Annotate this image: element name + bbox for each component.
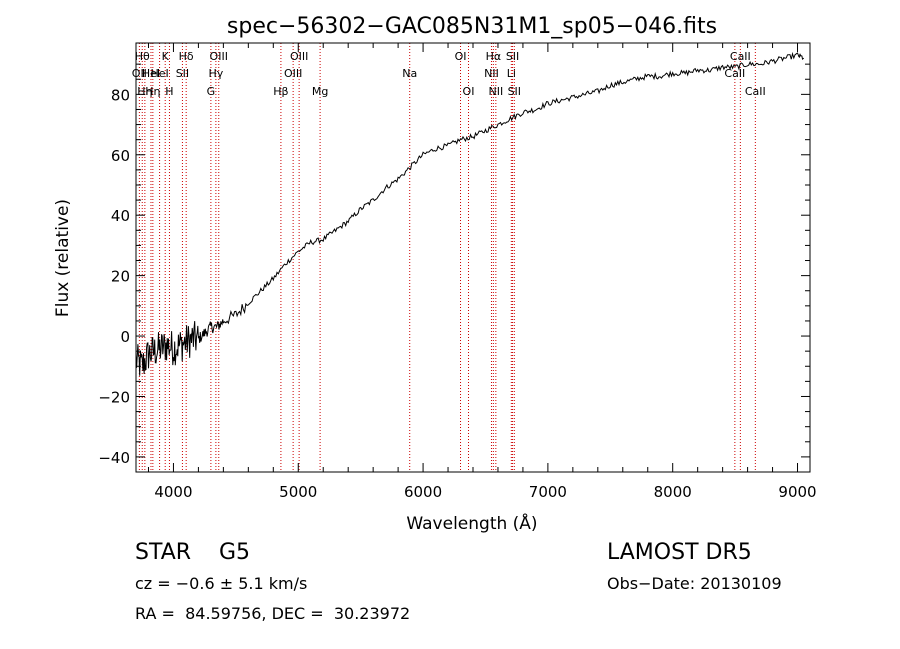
redshift-text: cz = −0.6 ± 5.1 km/s [135,574,308,593]
plot-frame [135,42,811,473]
line-label: OIII [210,50,228,63]
y-tick-label: 20 [111,268,130,286]
x-tick-label: 8000 [654,483,692,501]
line-label: Hα [486,50,502,63]
line-label: Hη [145,85,160,98]
y-axis-label: Flux (relative) [53,199,73,317]
line-label: CaII [730,50,751,63]
line-label: Hδ [179,50,194,63]
line-label: CaII [724,67,745,80]
line-label: Mg [312,85,328,98]
line-label: CaII [745,85,766,98]
y-tick-label: 80 [111,86,130,104]
x-tick-label: 4000 [154,483,192,501]
line-label: SII [176,67,189,80]
y-tick-label: −20 [98,388,130,406]
object-class-text: STAR G5 [135,540,251,565]
y-tick-label: −40 [98,449,130,467]
line-label: Li [507,67,516,80]
coordinates-text: RA = 84.59756, DEC = 30.23972 [135,604,411,623]
line-label: SII [508,85,521,98]
x-axis-label: Wavelength (Å) [406,512,537,534]
line-label: HeI [142,67,160,80]
line-label: OI [455,50,467,63]
line-label: Hθ [135,50,150,63]
survey-name-text: LAMOST DR5 [607,540,752,565]
x-tick-label: 6000 [404,483,442,501]
line-label: K [162,50,170,63]
x-tick-label: 9000 [778,483,816,501]
line-label: NII [484,67,499,80]
y-tick-label: 0 [120,328,130,346]
line-label: HeI [150,67,168,80]
x-tick-label: 7000 [529,483,567,501]
line-label: SII [506,50,519,63]
line-label: OI [463,85,475,98]
y-axis: −40 −20 0 20 40 60 80 [98,63,810,467]
line-label: H [165,85,173,98]
line-label: OIII [284,67,302,80]
y-tick-label: 40 [111,207,130,225]
line-label: Hβ [273,85,288,98]
line-label: Hγ [208,67,223,80]
x-axis: 4000 5000 6000 7000 8000 9000 [147,43,817,501]
observation-date-text: Obs−Date: 20130109 [607,574,782,593]
spectrum-series [135,51,805,376]
line-label: G [207,85,216,98]
line-label: Na [402,67,417,80]
line-label: OIII [290,50,308,63]
y-tick-label: 60 [111,147,130,165]
chart-title: spec−56302−GAC085N31M1_sp05−046.fits [227,14,717,39]
x-tick-label: 5000 [279,483,317,501]
line-label: NII [488,85,503,98]
spectral-line-markers [138,43,756,472]
spectrum-line [135,51,805,376]
